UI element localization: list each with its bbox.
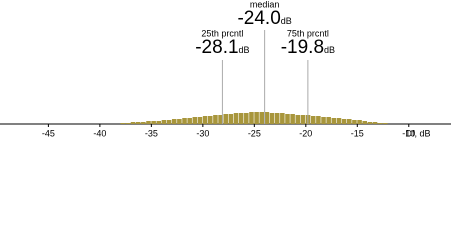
histogram-bar: [310, 116, 316, 124]
histogram-bar: [161, 120, 167, 124]
percentile-value: -19.8dB: [281, 37, 335, 58]
percentile-label: median: [250, 0, 280, 9]
histogram-bar: [372, 122, 378, 124]
histogram-bar: [300, 115, 306, 124]
histogram-bar: [249, 112, 254, 124]
percentile-number: -28.1: [195, 37, 238, 58]
histogram-bar: [316, 116, 321, 124]
histogram-bar: [274, 113, 280, 124]
histogram-bar: [166, 120, 172, 124]
histogram-bar: [341, 119, 347, 124]
histogram-bar: [362, 121, 367, 124]
histogram-bar: [135, 122, 141, 124]
histogram-bar: [326, 117, 331, 124]
percentile-value: -24.0dB: [237, 8, 291, 29]
x-tick-label: -30: [196, 128, 209, 138]
percentile-unit: dB: [239, 45, 250, 55]
histogram-bar: [244, 113, 249, 124]
histogram-bar: [146, 121, 151, 124]
x-tick-label: -10: [402, 128, 415, 138]
histogram-bar: [347, 119, 352, 124]
histogram-bar: [377, 123, 383, 124]
histogram-bar: [141, 122, 146, 124]
percentile-label: 25th prcntl: [201, 28, 243, 38]
histogram-bar: [228, 114, 234, 124]
x-tick-label: -35: [145, 128, 158, 138]
histogram-bar: [182, 118, 187, 124]
x-tick-label: -45: [42, 128, 55, 138]
x-axis-label: Df, dB: [405, 128, 430, 138]
x-tick-label: -25: [248, 128, 261, 138]
histogram-bar: [367, 122, 373, 124]
histogram-bar: [177, 119, 182, 124]
histogram-bar: [171, 119, 177, 124]
histogram-bar: [218, 115, 223, 124]
histogram-bar: [233, 113, 239, 124]
histogram-bar: [336, 118, 342, 124]
percentile-number: -19.8: [281, 37, 324, 58]
histogram-bar: [321, 117, 326, 124]
histogram-bar: [120, 123, 126, 124]
histogram-bar: [383, 123, 388, 124]
histogram-bar: [223, 114, 228, 124]
histogram-bar: [285, 114, 290, 124]
histogram-bar: [238, 113, 244, 124]
x-tick-label: -40: [93, 128, 106, 138]
histogram-bar: [264, 112, 270, 124]
histogram-bar: [280, 113, 285, 124]
percentile-unit: dB: [324, 45, 335, 55]
histogram-bar: [254, 112, 259, 124]
histogram-bar: [151, 121, 156, 124]
histogram-bar: [207, 116, 213, 124]
histogram-bar: [156, 121, 162, 124]
histogram-bar: [290, 114, 295, 124]
histogram-bar: [197, 117, 203, 124]
histogram-bar: [295, 115, 301, 124]
chart: Df, dB -45 -40 -35 -30 -25 -20 -15 -10 25th prcn…: [0, 0, 451, 138]
histogram-bar: [192, 117, 198, 124]
percentile-number: -24.0: [237, 8, 280, 29]
percentile-label: 75th prcntl: [287, 28, 329, 38]
percentile-unit: dB: [281, 16, 292, 26]
histogram-bar: [357, 120, 362, 124]
histogram-bar: [259, 112, 265, 124]
x-tick-label: -15: [351, 128, 364, 138]
histogram-bar: [213, 115, 218, 124]
histogram-bar: [269, 113, 275, 124]
percentile-value: -28.1dB: [195, 37, 249, 58]
x-tick-label: -20: [299, 128, 312, 138]
histogram-bar: [187, 118, 192, 124]
histogram-bar: [352, 120, 357, 124]
histogram-bar: [130, 122, 136, 124]
histogram-bar: [125, 123, 131, 124]
histogram-bar: [202, 116, 208, 124]
histogram-bar: [331, 118, 337, 124]
